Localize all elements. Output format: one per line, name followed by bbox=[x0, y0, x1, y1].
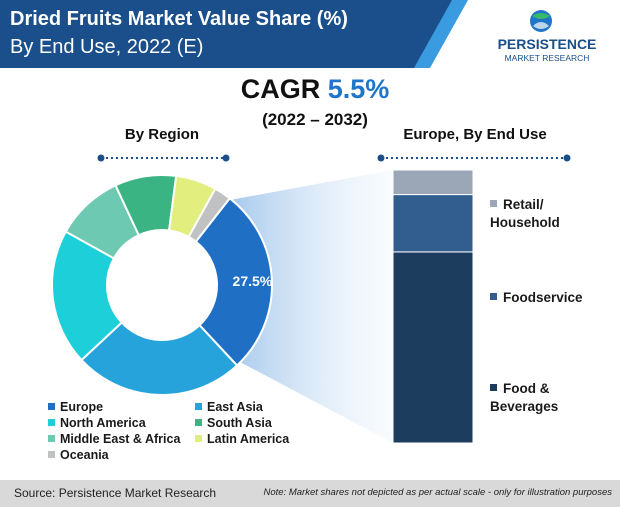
cagr-heading: CAGR 5.5% bbox=[200, 74, 430, 105]
legend-swatch bbox=[490, 384, 497, 391]
logo-text-sub: MARKET RESEARCH bbox=[505, 53, 590, 63]
title-banner-shape bbox=[0, 0, 452, 68]
legend-swatch bbox=[490, 200, 497, 207]
donut-slice-europe bbox=[194, 196, 273, 367]
legend-item-middle-east-africa: Middle East & Africa bbox=[48, 432, 180, 446]
legend-item-latin-america: Latin America bbox=[195, 432, 289, 446]
legend-swatch bbox=[48, 451, 55, 458]
donut-slice-east-asia bbox=[80, 321, 239, 396]
legend-label: Oceania bbox=[60, 448, 109, 462]
legend-swatch bbox=[195, 403, 202, 410]
legend-label: Middle East & Africa bbox=[60, 432, 181, 446]
legend-item-europe: Europe bbox=[48, 400, 103, 414]
legend-swatch bbox=[48, 403, 55, 410]
legend-label: Latin America bbox=[207, 432, 290, 446]
bar-segment-foodservice bbox=[392, 194, 474, 253]
legend-item-east-asia: East Asia bbox=[195, 400, 263, 414]
bar-label-food-beverages: Food & Beverages bbox=[490, 380, 610, 416]
cagr-years: (2022 – 2032) bbox=[262, 110, 368, 129]
legend-swatch bbox=[48, 419, 55, 426]
legend-swatch bbox=[490, 293, 497, 300]
donut-title: By Region bbox=[124, 126, 200, 143]
cagr-label: CAGR bbox=[240, 74, 321, 104]
bar-label-retail-household: Retail/ Household bbox=[490, 196, 610, 232]
bar-label-foodservice: Foodservice bbox=[490, 289, 610, 307]
bar-series-name: Foodservice bbox=[503, 290, 583, 305]
chart-subtitle: By End Use, 2022 (E) bbox=[10, 36, 204, 58]
source-text: Source: Persistence Market Research bbox=[14, 486, 217, 500]
stacked-bar-chart bbox=[392, 169, 474, 444]
note-text: Note: Market shares not depicted as per … bbox=[263, 487, 612, 498]
europe-highlight-beam bbox=[230, 170, 393, 443]
persistence-logo: PERSISTENCE MARKET RESEARCH bbox=[498, 10, 597, 63]
title-banner bbox=[0, 0, 468, 68]
divider-left bbox=[97, 154, 230, 162]
divider-right bbox=[377, 154, 571, 162]
legend-item-south-asia: South Asia bbox=[195, 416, 272, 430]
legend-label: East Asia bbox=[207, 400, 263, 414]
bar-series-name: Food & Beverages bbox=[490, 381, 559, 414]
chart-area: 27.5% bbox=[51, 154, 571, 444]
legend-item-oceania: Oceania bbox=[48, 448, 109, 462]
bar-segment-food-beverages bbox=[392, 251, 474, 444]
legend-swatch bbox=[195, 419, 202, 426]
legend-label: North America bbox=[60, 416, 146, 430]
donut-chart: 27.5% bbox=[51, 174, 273, 396]
footer-bar: Source: Persistence Market Research Note… bbox=[0, 480, 620, 507]
bar-series-name: Retail/ Household bbox=[490, 197, 560, 230]
logo-mark-icon bbox=[530, 10, 552, 32]
legend-item-north-america: North America bbox=[48, 416, 146, 430]
bar-title: Europe, By End Use bbox=[403, 126, 547, 143]
legend-label: South Asia bbox=[207, 416, 272, 430]
legend-label: Europe bbox=[60, 400, 104, 414]
cagr-value: 5.5% bbox=[327, 74, 390, 104]
legend-swatch bbox=[48, 435, 55, 442]
europe-data-label: 27.5% bbox=[233, 273, 273, 289]
chart-title: Dried Fruits Market Value Share (%) bbox=[10, 8, 348, 30]
donut-slice-oceania bbox=[187, 187, 232, 244]
legend-swatch bbox=[195, 435, 202, 442]
logo-text-main: PERSISTENCE bbox=[498, 36, 597, 52]
bar-segment-retail-household bbox=[392, 169, 474, 196]
